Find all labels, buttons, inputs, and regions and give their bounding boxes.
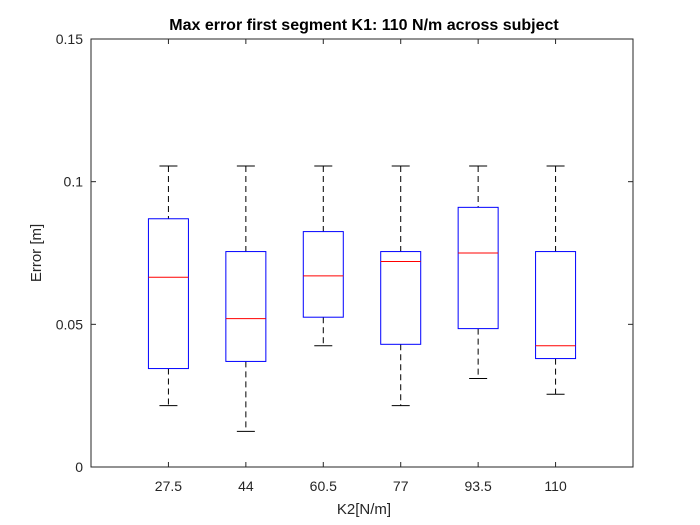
box-iqr	[147, 218, 189, 370]
x-tick-label: 60.5	[310, 478, 337, 494]
box-iqr	[302, 231, 344, 318]
x-axis: 27.5 44 60.5 77 93.5 110	[155, 39, 567, 494]
y-tick-label: 0.1	[64, 174, 84, 190]
box-iqr	[225, 251, 267, 362]
box-iqr	[457, 206, 499, 330]
box-item	[535, 165, 577, 395]
box-item	[380, 165, 422, 407]
plot-area-frame	[90, 38, 634, 468]
x-tick-label: 27.5	[155, 478, 182, 494]
box-series	[147, 165, 577, 432]
x-axis-label: K2[N/m]	[337, 501, 391, 518]
box-iqr	[380, 251, 422, 345]
box-iqr	[535, 251, 577, 360]
y-tick-label: 0	[75, 459, 83, 475]
box-item	[225, 165, 267, 432]
x-tick-label: 77	[393, 478, 409, 494]
y-tick-label: 0.15	[56, 31, 83, 47]
box-item	[302, 165, 344, 347]
y-tick-label: 0.05	[56, 316, 83, 332]
y-axis: 0 0.05 0.1 0.15	[56, 31, 633, 475]
x-tick-label: 93.5	[465, 478, 492, 494]
x-tick-label: 44	[238, 478, 254, 494]
x-tick-label: 110	[544, 478, 567, 494]
box-item	[147, 165, 189, 407]
y-axis-label: Error [m]	[28, 224, 45, 282]
box-item	[457, 165, 499, 380]
chart-title: Max error first segment K1: 110 N/m acro…	[169, 17, 559, 34]
